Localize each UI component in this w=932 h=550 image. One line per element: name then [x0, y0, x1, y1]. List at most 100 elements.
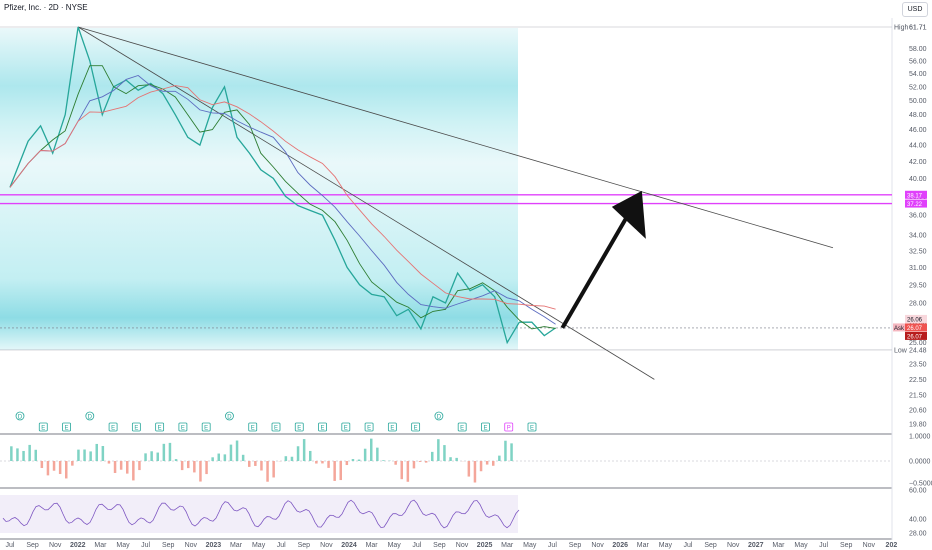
last-value: 26.07 [907, 334, 923, 340]
time-tick-label: 2027 [748, 542, 764, 549]
event-marker [318, 422, 327, 432]
indicator1-bar [406, 461, 410, 482]
event-marker [504, 422, 514, 432]
price-tick-label: 44.00 [909, 143, 927, 150]
indicator1-bar [351, 459, 355, 461]
indicator1-bar [162, 443, 166, 461]
indicator1-bar [71, 461, 74, 466]
price-tick-label: 19.80 [909, 422, 927, 429]
time-tick-label: Jul [277, 542, 286, 549]
indicator1-bar [22, 450, 25, 461]
event-marker [38, 422, 48, 432]
time-tick-label: Jul [6, 542, 15, 549]
time-tick-label: Jul [548, 542, 557, 549]
indicator1-bar [321, 461, 324, 464]
indicator1-bar [437, 439, 440, 461]
indicator1-bar [101, 446, 105, 461]
event-marker-label: D [227, 415, 232, 421]
time-tick-label: Mar [772, 542, 785, 549]
event-marker-label: E [134, 426, 138, 432]
indicator1-bar [510, 443, 513, 461]
projection-arrow-head [611, 190, 646, 239]
time-tick-label: 2025 [477, 542, 493, 549]
price-tick-label: 36.00 [909, 213, 927, 220]
time-tick-label: Jul [684, 542, 693, 549]
indicator1-bar [400, 461, 403, 480]
event-marker-label: E [460, 426, 464, 432]
price-tick-label: 22.50 [909, 377, 927, 384]
indicator1-bar [504, 440, 507, 461]
time-tick-label: Mar [230, 542, 243, 549]
indicator1-bar [174, 459, 178, 461]
indicator1-bar [467, 461, 471, 477]
indicator1-bar [394, 461, 397, 465]
high-value: 61.71 [909, 25, 927, 32]
indicator1-bar [248, 461, 251, 467]
event-marker [527, 422, 537, 432]
indicator1-bar [266, 461, 269, 482]
price-tick-label: 58.00 [909, 46, 927, 53]
event-marker-label: E [204, 426, 208, 432]
event-marker-label: E [483, 426, 487, 432]
indicator1-bar [424, 461, 428, 463]
resistance-value: 38.17 [907, 193, 923, 199]
price-tick-label: 32.50 [909, 248, 927, 255]
price-tick-label: 46.00 [909, 127, 927, 134]
time-tick-label: Nov [863, 542, 876, 549]
time-tick-label: Mar [94, 542, 107, 549]
price-tick-label: 29.50 [909, 282, 927, 289]
price-tick-label: 54.00 [909, 71, 927, 78]
indicator1-bar [382, 460, 385, 461]
low-value: 24.48 [909, 347, 927, 354]
indicator1-bar [443, 445, 446, 461]
indicator1-level: −0.5000 [909, 481, 932, 488]
event-marker [108, 422, 118, 432]
event-marker [294, 422, 304, 432]
indicator1-bar [418, 461, 422, 462]
event-marker-label: E [274, 426, 278, 432]
event-marker [225, 411, 234, 421]
indicator1-bar [492, 461, 495, 466]
indicator1-bar [46, 461, 50, 476]
indicator1-bar [138, 461, 141, 471]
indicator2-level: 60.00 [909, 488, 927, 495]
event-marker-label: E [158, 426, 162, 432]
event-marker-label: D [437, 415, 442, 421]
last-value-badge [905, 331, 927, 340]
event-marker [481, 422, 490, 432]
price-tick-label: 52.00 [909, 84, 927, 91]
currency-button[interactable]: USD [902, 2, 928, 17]
indicator1-bar [107, 461, 111, 464]
indicator1-bar [113, 461, 117, 473]
indicator1-bar [223, 454, 227, 461]
time-tick-label: Nov [456, 542, 469, 549]
time-tick-label: Mar [637, 542, 650, 549]
ask-value: 26.07 [907, 326, 923, 332]
price-tick-label: 40.00 [909, 176, 927, 183]
upper-trendline [78, 26, 834, 249]
time-tick-label: Nov [727, 542, 740, 549]
ask-label: Ask [894, 326, 905, 332]
resistance-badge [905, 190, 927, 199]
indicator1-bar [412, 461, 416, 469]
chart-title: Pfizer, Inc. · 2D · NYSE [4, 3, 88, 12]
event-marker-label: E [321, 426, 325, 432]
time-tick-label: Mar [501, 542, 514, 549]
event-marker [15, 411, 25, 421]
time-tick-label: May [659, 542, 673, 549]
indicator1-bar [217, 453, 220, 461]
event-marker [387, 422, 397, 432]
indicator1-bar [52, 461, 56, 471]
indicator1-bar [431, 451, 434, 461]
indicator1-bar [296, 446, 300, 461]
low-label: Low [894, 347, 908, 354]
high-label: High [894, 25, 909, 32]
indicator1-bar [357, 459, 361, 461]
time-tick-label: Jul [412, 542, 421, 549]
event-marker-label: E [390, 426, 394, 432]
event-marker-label: E [251, 426, 255, 432]
indicator1-bar [333, 461, 336, 481]
price-tick-label: 25.00 [909, 340, 927, 347]
price-tick-label: 28.00 [909, 300, 927, 307]
